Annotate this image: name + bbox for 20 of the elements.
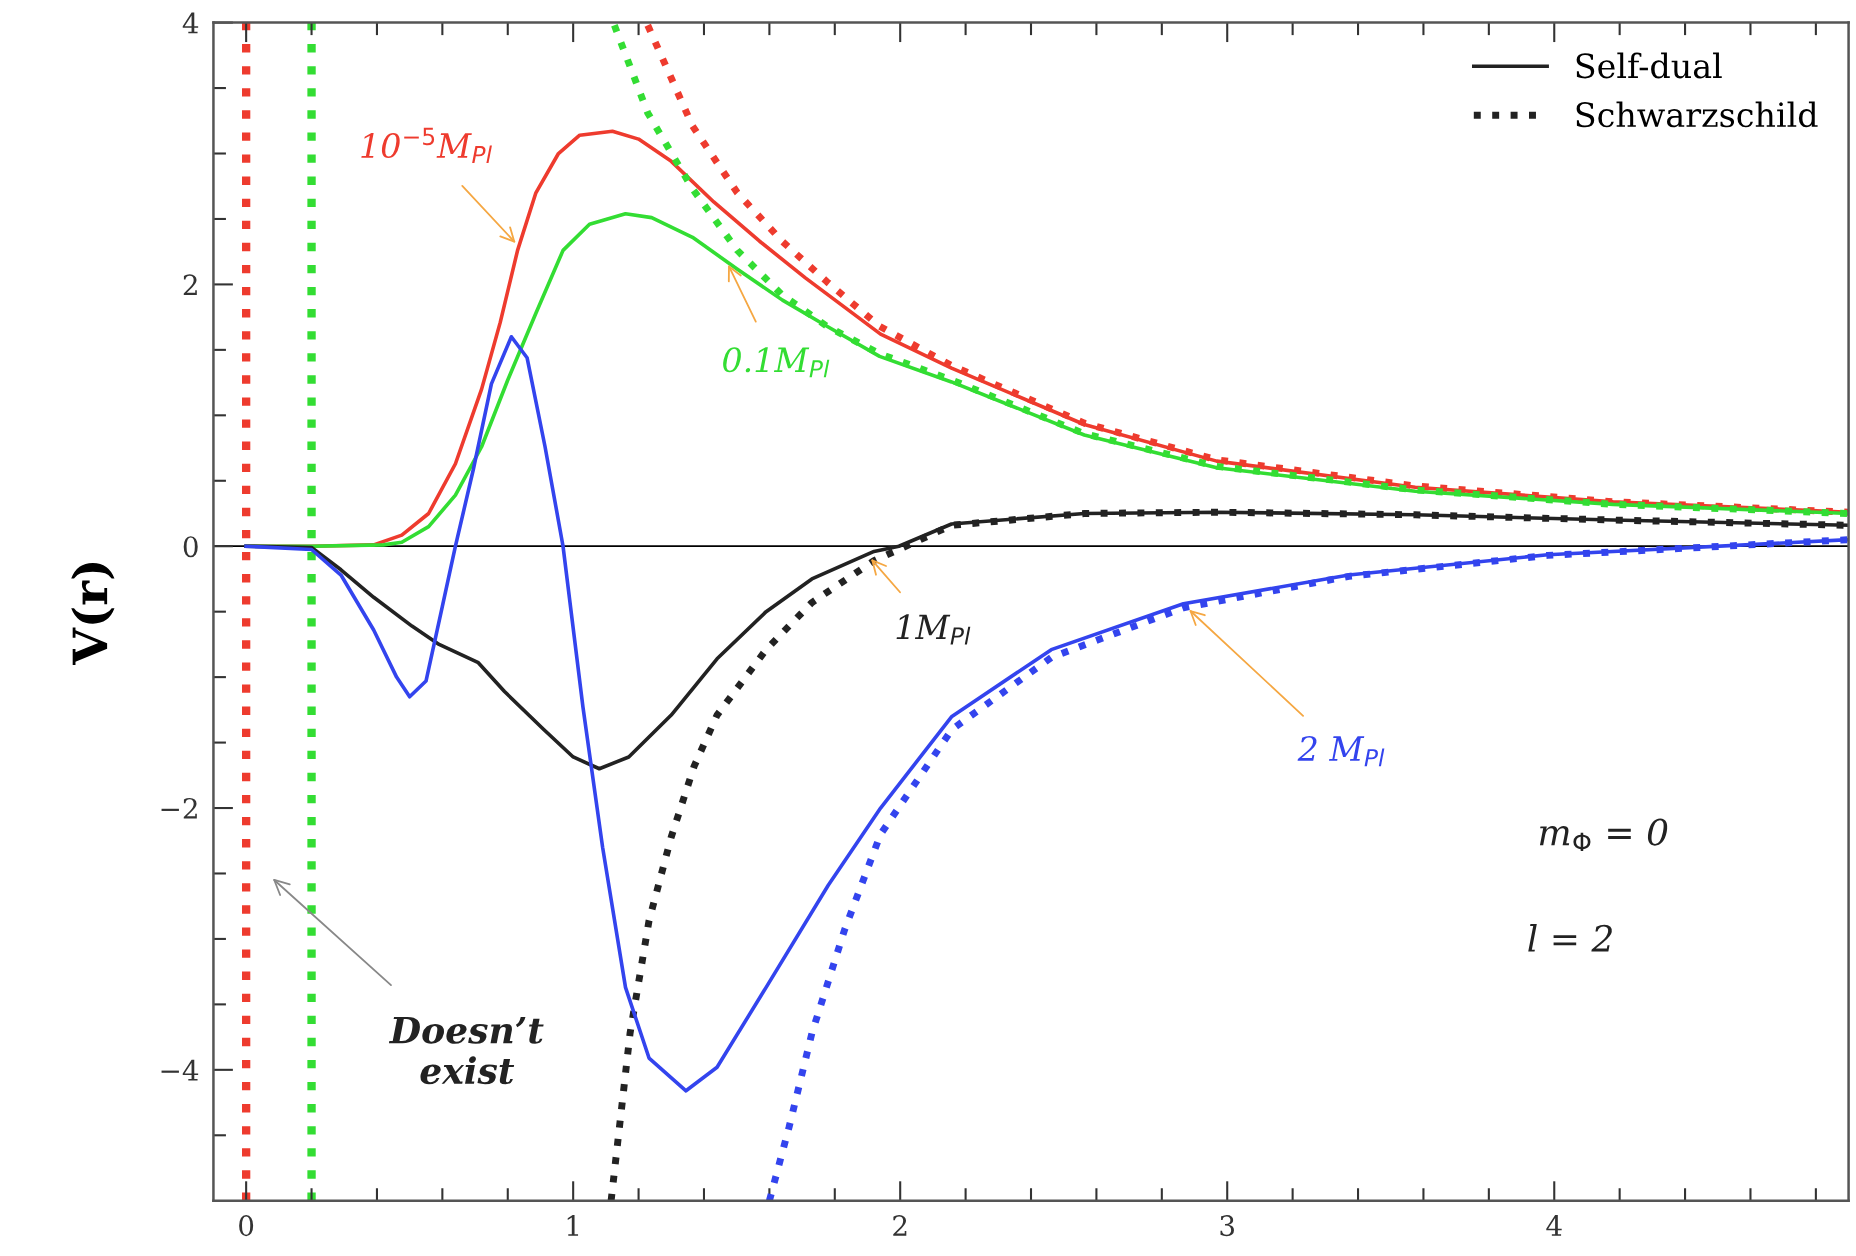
annotation: 0.1M$_{Pl}$: [723, 347, 830, 378]
legend-label: Schwarzschild: [1576, 101, 1818, 128]
y-tick-label: −2: [161, 797, 197, 819]
annotation: m$_{Φ}$ = 0: [1539, 818, 1668, 852]
legend-label: Self-dual: [1576, 52, 1722, 79]
x-tick-label: 4: [1546, 1215, 1562, 1236]
y-tick-label: −4: [161, 1059, 199, 1081]
y-tick-label: 0: [183, 536, 198, 558]
annotation: 10$^{−5}$M$_{Pl}$: [361, 127, 492, 164]
annotation: 1M$_{Pl}$: [896, 614, 971, 645]
x-tick-label: 1: [567, 1215, 579, 1236]
x-tick-label: 3: [1220, 1215, 1234, 1237]
x-tick-label: 0: [239, 1215, 254, 1237]
x-tick-label: 2: [893, 1215, 907, 1236]
annotation: 2 M$_{Pl}$: [1297, 735, 1385, 767]
y-axis-title: V(r): [71, 563, 115, 666]
y-tick-label: 4: [182, 12, 199, 34]
annotation: l = 2: [1528, 924, 1612, 952]
annotation: Doesn’t exist: [388, 1016, 544, 1085]
y-tick-label: 2: [183, 274, 197, 295]
